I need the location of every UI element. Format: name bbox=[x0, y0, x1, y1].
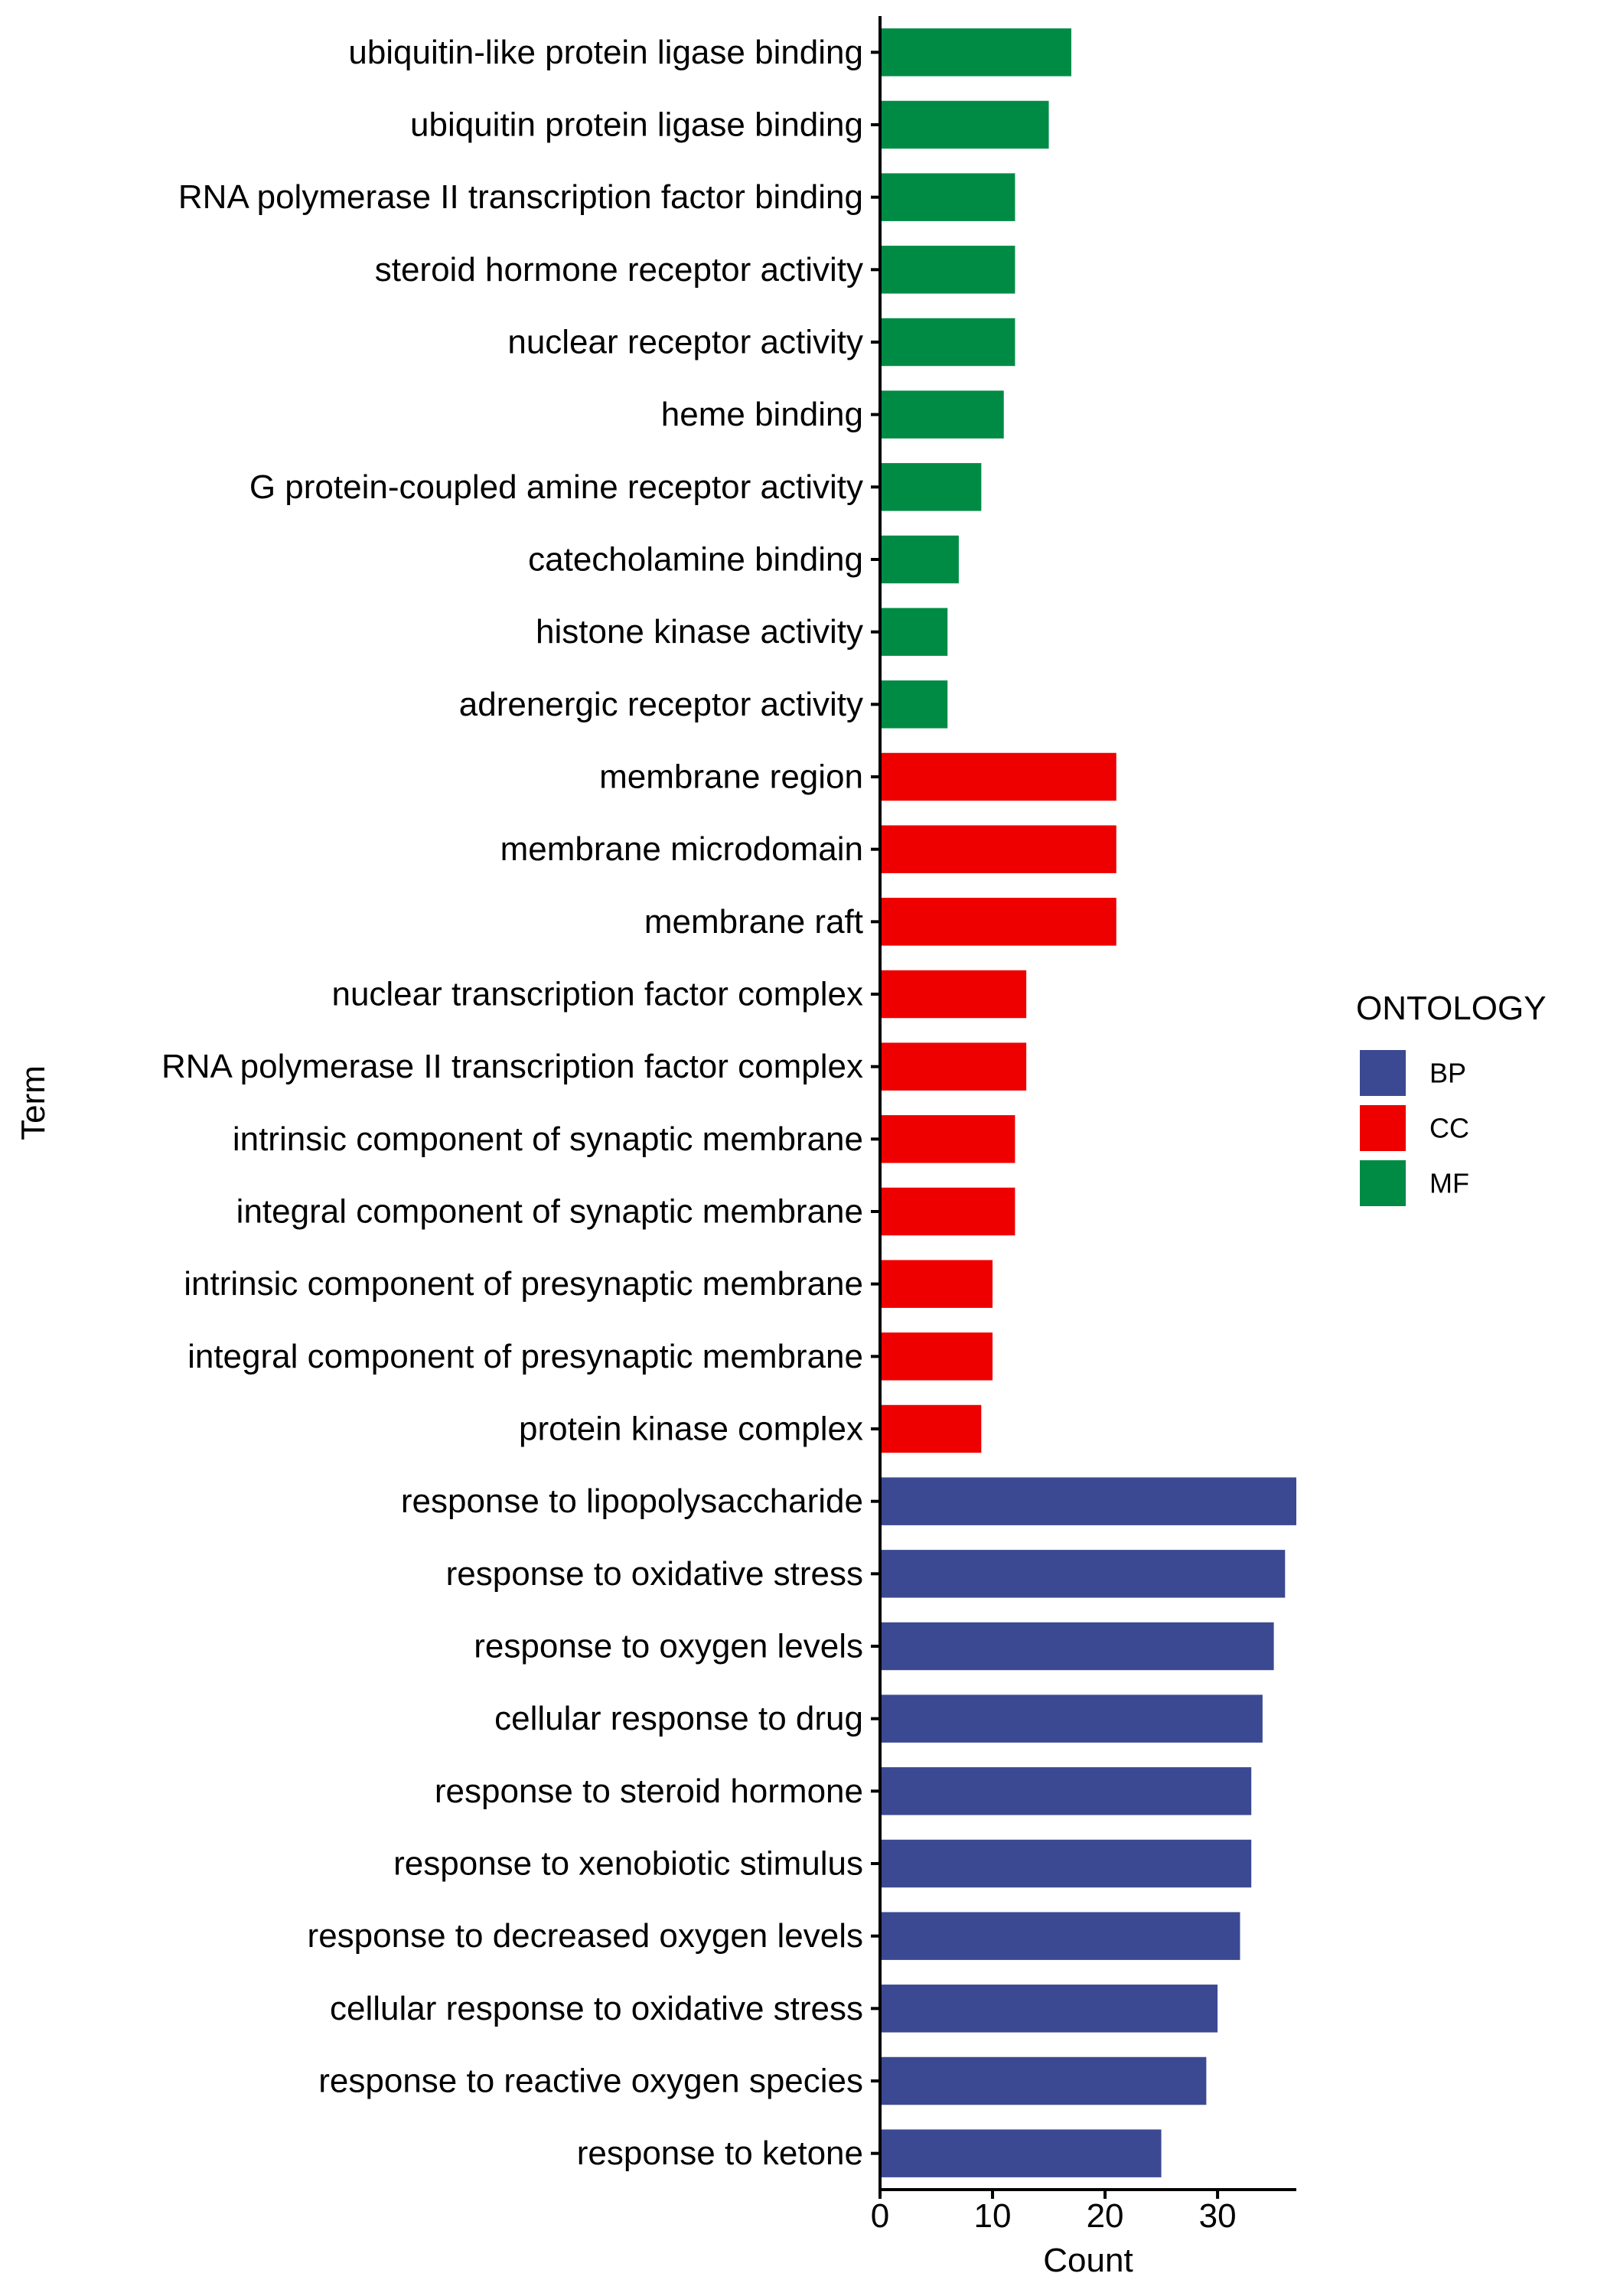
y-tick-label: cellular response to oxidative stress bbox=[330, 1990, 863, 2027]
y-tick-label: steroid hormone receptor activity bbox=[375, 251, 863, 289]
y-tick-label: intrinsic component of presynaptic membr… bbox=[184, 1265, 863, 1303]
bar bbox=[880, 825, 1116, 873]
y-tick-label: membrane raft bbox=[644, 903, 863, 941]
bar bbox=[880, 1260, 993, 1308]
legend-title: ONTOLOGY bbox=[1356, 990, 1547, 1027]
y-tick-label: RNA polymerase II transcription factor b… bbox=[178, 178, 863, 216]
y-tick-label: response to lipopolysaccharide bbox=[401, 1482, 863, 1520]
bar bbox=[880, 1985, 1218, 2033]
bar bbox=[880, 1115, 1015, 1163]
bar bbox=[880, 1839, 1252, 1888]
y-tick-label: response to reactive oxygen species bbox=[318, 2063, 863, 2100]
y-tick-label: RNA polymerase II transcription factor c… bbox=[161, 1048, 863, 1085]
y-tick-label: response to xenobiotic stimulus bbox=[393, 1845, 863, 1883]
bar bbox=[880, 390, 1004, 439]
legend-key bbox=[1360, 1050, 1406, 1096]
bar bbox=[880, 1550, 1286, 1598]
bar bbox=[880, 318, 1015, 367]
bar bbox=[880, 1477, 1296, 1525]
legend-label: CC bbox=[1429, 1113, 1469, 1144]
x-axis-title: Count bbox=[1043, 2242, 1133, 2279]
bar bbox=[880, 1404, 982, 1453]
x-tick-label: 0 bbox=[871, 2197, 889, 2235]
bar bbox=[880, 608, 948, 656]
y-tick-label: response to oxygen levels bbox=[474, 1628, 863, 1665]
bar bbox=[880, 463, 982, 511]
y-tick-label: integral component of presynaptic membra… bbox=[187, 1338, 863, 1375]
y-tick-label: ubiquitin-like protein ligase binding bbox=[348, 34, 863, 71]
x-tick-label: 10 bbox=[974, 2197, 1012, 2235]
y-tick-label: nuclear transcription factor complex bbox=[331, 976, 863, 1013]
bar bbox=[880, 246, 1015, 294]
y-tick-label: nuclear receptor activity bbox=[507, 324, 863, 361]
x-axis-ticks: 0 10 20 30 bbox=[871, 2190, 1237, 2235]
y-tick-label: adrenergic receptor activity bbox=[459, 686, 863, 723]
y-tick-label: integral component of synaptic membrane bbox=[236, 1193, 863, 1231]
bar bbox=[880, 535, 959, 584]
bar bbox=[880, 1694, 1263, 1743]
bar bbox=[880, 2056, 1207, 2105]
bar bbox=[880, 1042, 1027, 1091]
bar bbox=[880, 1332, 993, 1381]
legend-key bbox=[1360, 1105, 1406, 1151]
y-tick-label: intrinsic component of synaptic membrane bbox=[233, 1120, 863, 1158]
bar bbox=[880, 752, 1116, 801]
y-tick-label: histone kinase activity bbox=[536, 613, 863, 651]
y-tick-label: cellular response to drug bbox=[494, 1700, 863, 1737]
y-axis-title: Term bbox=[15, 1065, 52, 1140]
bar bbox=[880, 898, 1116, 946]
bar bbox=[880, 100, 1049, 149]
y-tick-label: membrane microdomain bbox=[500, 830, 863, 868]
y-tick-label: heme binding bbox=[661, 396, 863, 433]
bar bbox=[880, 1767, 1252, 1815]
y-tick-label: membrane region bbox=[599, 758, 863, 796]
legend-key bbox=[1360, 1160, 1406, 1206]
y-axis-ticks: ubiquitin-like protein ligase binding ubi… bbox=[161, 34, 880, 2172]
legend: ONTOLOGY BP CC MF bbox=[1356, 990, 1547, 1206]
bar bbox=[880, 1622, 1274, 1671]
y-tick-label: catecholamine binding bbox=[528, 541, 863, 579]
legend-label: BP bbox=[1429, 1058, 1466, 1089]
y-tick-label: response to oxidative stress bbox=[446, 1555, 863, 1593]
y-tick-label: response to ketone bbox=[577, 2135, 863, 2172]
bar bbox=[880, 970, 1027, 1019]
bar bbox=[880, 1912, 1240, 1960]
y-tick-label: ubiquitin protein ligase binding bbox=[410, 106, 863, 144]
y-tick-label: response to decreased oxygen levels bbox=[308, 1917, 863, 1955]
x-tick-label: 20 bbox=[1087, 2197, 1124, 2235]
bar bbox=[880, 173, 1015, 221]
bar bbox=[880, 28, 1071, 77]
bar bbox=[880, 1187, 1015, 1236]
bars-layer bbox=[880, 28, 1296, 2177]
legend-label: MF bbox=[1429, 1168, 1469, 1199]
x-tick-label: 30 bbox=[1199, 2197, 1237, 2235]
y-tick-label: protein kinase complex bbox=[519, 1411, 863, 1448]
bar bbox=[880, 2129, 1162, 2177]
y-tick-label: response to steroid hormone bbox=[435, 1773, 863, 1810]
bar bbox=[880, 680, 948, 729]
y-tick-label: G protein-coupled amine receptor activit… bbox=[249, 468, 863, 506]
